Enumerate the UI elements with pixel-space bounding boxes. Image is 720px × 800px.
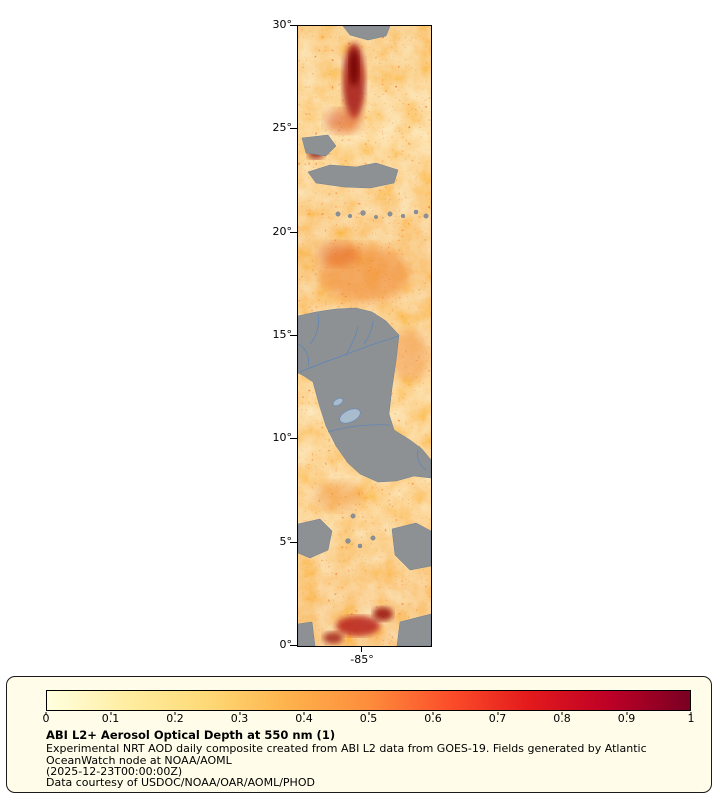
- colorbar-tick-mark: [432, 712, 434, 715]
- legend-title: ABI L2+ Aerosol Optical Depth at 550 nm …: [46, 728, 336, 742]
- y-axis-tick-mark: [290, 25, 297, 26]
- y-axis-tick-label: 25°: [272, 121, 293, 134]
- map-canvas: [297, 25, 432, 647]
- colorbar-tick-mark: [626, 712, 627, 715]
- legend-description: Experimental NRT AOD daily composite cre…: [46, 742, 647, 767]
- colorbar-tick-row: 0 0.1 0.2 0.3 0.4 0.5 0.6 0.7 0.8 0.9 1: [42, 712, 695, 727]
- colorbar-tick-label: 0.9: [617, 712, 636, 725]
- colorbar-tick-label: 0.8: [553, 712, 571, 725]
- colorbar-tick-label: 0: [42, 712, 50, 725]
- y-axis-tick-label: 5°: [279, 535, 293, 548]
- colorbar-tick-mark: [690, 712, 692, 715]
- y-axis-tick-label: 30°: [272, 18, 293, 31]
- legend-timestamp: (2025-12-23T00:00:00Z): [46, 765, 183, 778]
- y-axis-tick-label: 15°: [272, 328, 293, 341]
- colorbar-tick-label: 0.6: [424, 712, 442, 725]
- colorbar-tick-mark: [497, 712, 498, 715]
- colorbar-tick-mark: [45, 712, 47, 715]
- colorbar-tick-mark: [368, 712, 369, 715]
- colorbar-tick-mark: [303, 712, 305, 715]
- no-data-regions: [298, 26, 431, 646]
- y-axis-tick-mark: [290, 645, 297, 646]
- colorbar-tick-label: 0.7: [488, 712, 507, 725]
- country-borders: [298, 313, 427, 471]
- colorbar-tick-label: 0.1: [101, 712, 120, 725]
- aod-map-svg: [298, 26, 431, 646]
- colorbar-tick-label: 0.2: [166, 712, 184, 725]
- legend-courtesy: Data courtesy of USDOC/NOAA/OAR/AOML/PHO…: [46, 776, 315, 789]
- y-axis-tick-mark: [290, 438, 297, 439]
- colorbar-tick-mark: [110, 712, 111, 715]
- y-axis-tick-mark: [290, 335, 297, 336]
- y-axis-tick-label: 10°: [272, 431, 293, 444]
- colorbar-tick-label: 0.3: [230, 712, 249, 725]
- y-axis-tick-label: 0°: [279, 638, 293, 651]
- colorbar: [46, 690, 691, 711]
- colorbar-tick-label: 0.4: [295, 712, 313, 725]
- colorbar-tick-mark: [561, 712, 563, 715]
- x-axis-tick-label: -85°: [350, 653, 374, 666]
- y-axis-tick-mark: [290, 232, 297, 233]
- colorbar-tick-label: 0.5: [359, 712, 378, 725]
- colorbar-tick-mark: [239, 712, 240, 715]
- y-axis-tick-mark: [290, 542, 297, 543]
- legend-panel: 0 0.1 0.2 0.3 0.4 0.5 0.6 0.7 0.8 0.9 1 …: [6, 676, 712, 793]
- y-axis-tick-label: 20°: [272, 225, 293, 238]
- lakes: [332, 397, 361, 424]
- colorbar-tick-label: 1: [687, 712, 695, 725]
- colorbar-tick-mark: [174, 712, 176, 715]
- x-axis-tick-mark: [361, 646, 362, 652]
- y-axis-tick-mark: [290, 128, 297, 129]
